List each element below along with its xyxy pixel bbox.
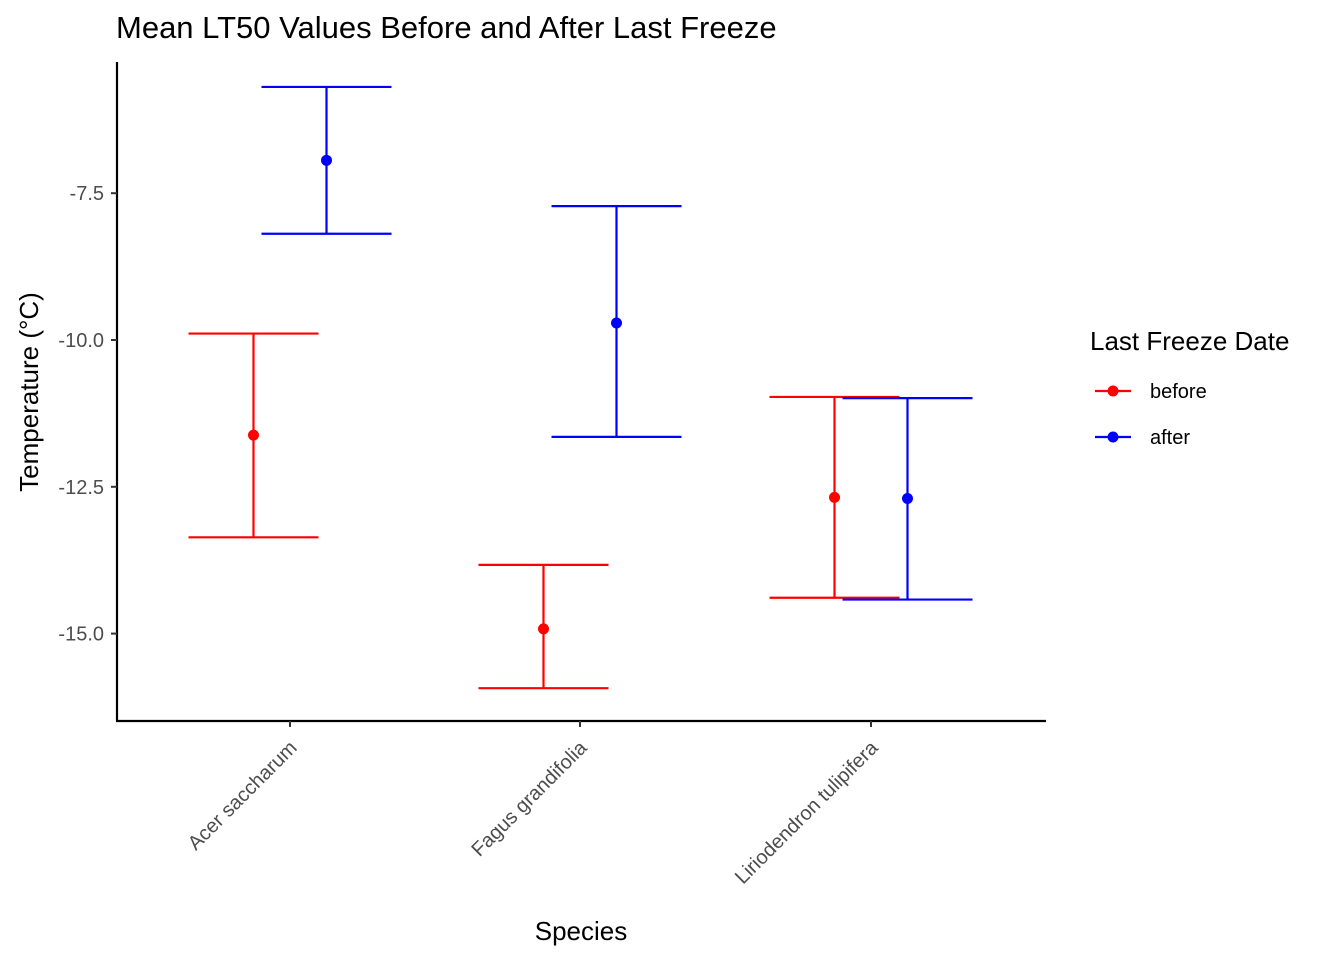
mean-point bbox=[611, 317, 622, 329]
x-axis-ticks: Acer saccharum Fagus grandifolia Liriodend… bbox=[184, 721, 883, 889]
legend-key-point bbox=[1107, 385, 1119, 397]
x-tick-label: Liriodendron tulipifera bbox=[731, 736, 883, 888]
legend: Last Freeze Date before after bbox=[1090, 326, 1289, 449]
x-tick-label: Fagus grandifolia bbox=[467, 736, 592, 861]
mean-point bbox=[321, 154, 332, 166]
mean-point bbox=[829, 491, 840, 503]
mean-point bbox=[902, 493, 913, 505]
y-tick-label: -10.0 bbox=[58, 330, 104, 352]
x-axis-title: Species bbox=[535, 916, 628, 946]
y-tick-label: -12.5 bbox=[58, 477, 104, 499]
plot-marks bbox=[188, 85, 973, 690]
y-axis-title: Temperature (°C) bbox=[14, 292, 44, 492]
legend-key-point bbox=[1107, 431, 1119, 443]
y-tick-label: -7.5 bbox=[70, 183, 104, 205]
legend-label: after bbox=[1150, 427, 1190, 449]
mean-point bbox=[248, 429, 259, 441]
y-tick-label: -15.0 bbox=[58, 624, 104, 646]
x-tick-label: Acer saccharum bbox=[184, 737, 302, 855]
legend-label: before bbox=[1150, 381, 1207, 403]
y-axis-ticks: -15.0 -12.5 -10.0 -7.5 bbox=[58, 183, 117, 646]
mean-point bbox=[538, 623, 549, 635]
chart-title: Mean LT50 Values Before and After Last F… bbox=[116, 10, 777, 45]
legend-title: Last Freeze Date bbox=[1090, 326, 1289, 356]
